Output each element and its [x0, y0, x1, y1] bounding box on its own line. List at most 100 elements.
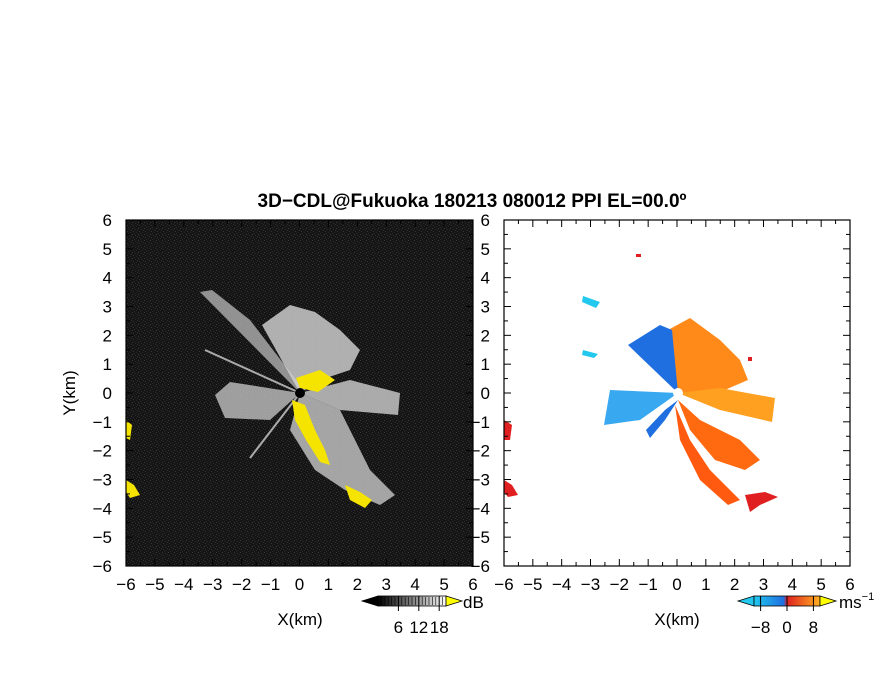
colorbar-tick-label: 18 [430, 618, 449, 637]
x-tick-label: 4 [410, 575, 419, 594]
y-tick-label: 0 [481, 384, 490, 403]
radar-site [295, 388, 305, 398]
strong-echo-core [296, 370, 335, 392]
x-tick-label: 6 [845, 575, 854, 594]
x-tick-label: −1 [638, 575, 657, 594]
x-tick-label: −4 [552, 575, 571, 594]
x-tick-label: −6 [116, 575, 135, 594]
y-tick-label: 6 [103, 211, 112, 230]
x-tick-label: 0 [672, 575, 681, 594]
reflectivity-echo [126, 290, 400, 508]
y-tick-label: 6 [481, 211, 490, 230]
receding-flow-speck [748, 357, 752, 361]
velocity-x-axis-label: X(km) [654, 610, 699, 629]
reflectivity-y-axis-label: Y(km) [60, 370, 79, 415]
x-tick-label: 1 [701, 575, 710, 594]
y-tick-label: 5 [481, 240, 490, 259]
x-tick-label: 6 [468, 575, 477, 594]
receding-flow-edge-north [636, 254, 641, 257]
colorbar-tick-label: 8 [809, 618, 818, 637]
y-tick-label: −3 [471, 471, 490, 490]
y-tick-label: 1 [481, 355, 490, 374]
y-tick-label: 3 [481, 298, 490, 317]
y-tick-label: −5 [93, 528, 112, 547]
echo-fan-west [215, 382, 300, 420]
reflectivity-colorbar-unit: dB [463, 593, 484, 612]
x-tick-label: 4 [788, 575, 797, 594]
receding-flow-edge-southwest [504, 480, 518, 497]
velocity-colorbar-unit-exponent: −1 [862, 591, 875, 603]
receding-flow-northeast [668, 318, 748, 393]
reflectivity-y-tick-labels: 6 5 4 3 2 1 0 −1 −2 −3 −4 −5 −6 [93, 211, 112, 576]
x-tick-label: −6 [494, 575, 513, 594]
y-tick-label: −2 [471, 442, 490, 461]
x-tick-label: −5 [145, 575, 164, 594]
x-tick-label: 3 [382, 575, 391, 594]
y-tick-label: −6 [93, 557, 112, 576]
y-tick-label: −1 [471, 413, 490, 432]
x-tick-label: 3 [759, 575, 768, 594]
velocity-colorbar-unit-base: ms [839, 593, 862, 612]
reflectivity-colorbar-ticks [381, 596, 443, 611]
colorbar-tick-label: 6 [394, 618, 403, 637]
velocity-colorbar-tick-labels: −8 0 8 [751, 618, 818, 637]
x-tick-label: 5 [439, 575, 448, 594]
x-tick-label: −2 [232, 575, 251, 594]
echo-fan-northeast [262, 305, 360, 393]
velocity-axis-ticks [503, 219, 851, 567]
y-tick-label: −2 [93, 442, 112, 461]
approaching-flow-fringe-north [582, 296, 600, 308]
strong-echo-west-edge [126, 420, 132, 440]
y-tick-label: −4 [93, 499, 112, 518]
velocity-x-tick-labels: −6 −5 −4 −3 −2 −1 0 1 2 3 4 5 6 [494, 575, 854, 594]
colorbar-tick-label: −8 [751, 618, 770, 637]
colorbar-tick-label: 0 [782, 618, 791, 637]
velocity-panel: −6 −5 −4 −3 −2 −1 0 1 2 3 4 5 6 6543210−1−2−3−4−5−6 … [471, 211, 875, 637]
velocity-colorbar-unit: ms−1 [839, 591, 874, 612]
receding-flow-edge-southeast [745, 492, 778, 512]
x-tick-label: −4 [174, 575, 193, 594]
velocity-echo [504, 254, 778, 512]
reflectivity-colorbar: 6 12 18 dB [360, 593, 484, 637]
echo-streak-northwest [200, 290, 300, 393]
x-tick-label: −5 [523, 575, 542, 594]
y-tick-label: −3 [93, 471, 112, 490]
y-tick-label: 0 [103, 384, 112, 403]
approaching-flow-fringe-west [582, 350, 598, 358]
receding-flow-south [675, 405, 740, 505]
approaching-flow-northwest [628, 325, 678, 393]
y-tick-label: −1 [93, 413, 112, 432]
reflectivity-x-tick-labels: −6 −5 −4 −3 −2 −1 0 1 2 3 4 5 6 [116, 575, 477, 594]
strong-echo-southeast [345, 485, 372, 508]
x-tick-label: 2 [730, 575, 739, 594]
reflectivity-colorbar-left-arrow [360, 595, 379, 607]
y-tick-label: 2 [103, 326, 112, 345]
approaching-flow-west [604, 390, 678, 425]
colorbar-tick-label: 12 [409, 618, 428, 637]
reflectivity-axis-ticks [125, 219, 474, 567]
x-tick-label: 5 [816, 575, 825, 594]
x-tick-label: −3 [203, 575, 222, 594]
echo-fan-south [290, 393, 395, 505]
echo-streak-southwest [249, 392, 301, 459]
y-tick-label: 2 [481, 326, 490, 345]
receding-flow-edge-west [504, 420, 512, 440]
y-tick-label: 4 [481, 269, 490, 288]
approaching-flow-southwest [646, 400, 678, 438]
echo-fan-east [300, 380, 400, 415]
velocity-colorbar: −8 0 8 ms−1 [736, 591, 874, 637]
y-tick-label: 4 [103, 269, 112, 288]
strong-echo-south [292, 400, 330, 465]
receding-flow-east [678, 388, 775, 422]
x-tick-label: −2 [610, 575, 629, 594]
receding-flow-southeast [678, 400, 760, 470]
x-tick-label: −1 [261, 575, 280, 594]
x-tick-label: −3 [581, 575, 600, 594]
velocity-colorbar-ticks [760, 596, 814, 611]
x-tick-label: 0 [295, 575, 304, 594]
chart-title: 3D−CDL@Fukuoka 180213 080012 PPI EL=00.0… [258, 191, 687, 212]
y-tick-label: −5 [471, 528, 490, 547]
velocity-colorbar-left-arrow [736, 595, 755, 607]
y-tick-label: 1 [103, 355, 112, 374]
